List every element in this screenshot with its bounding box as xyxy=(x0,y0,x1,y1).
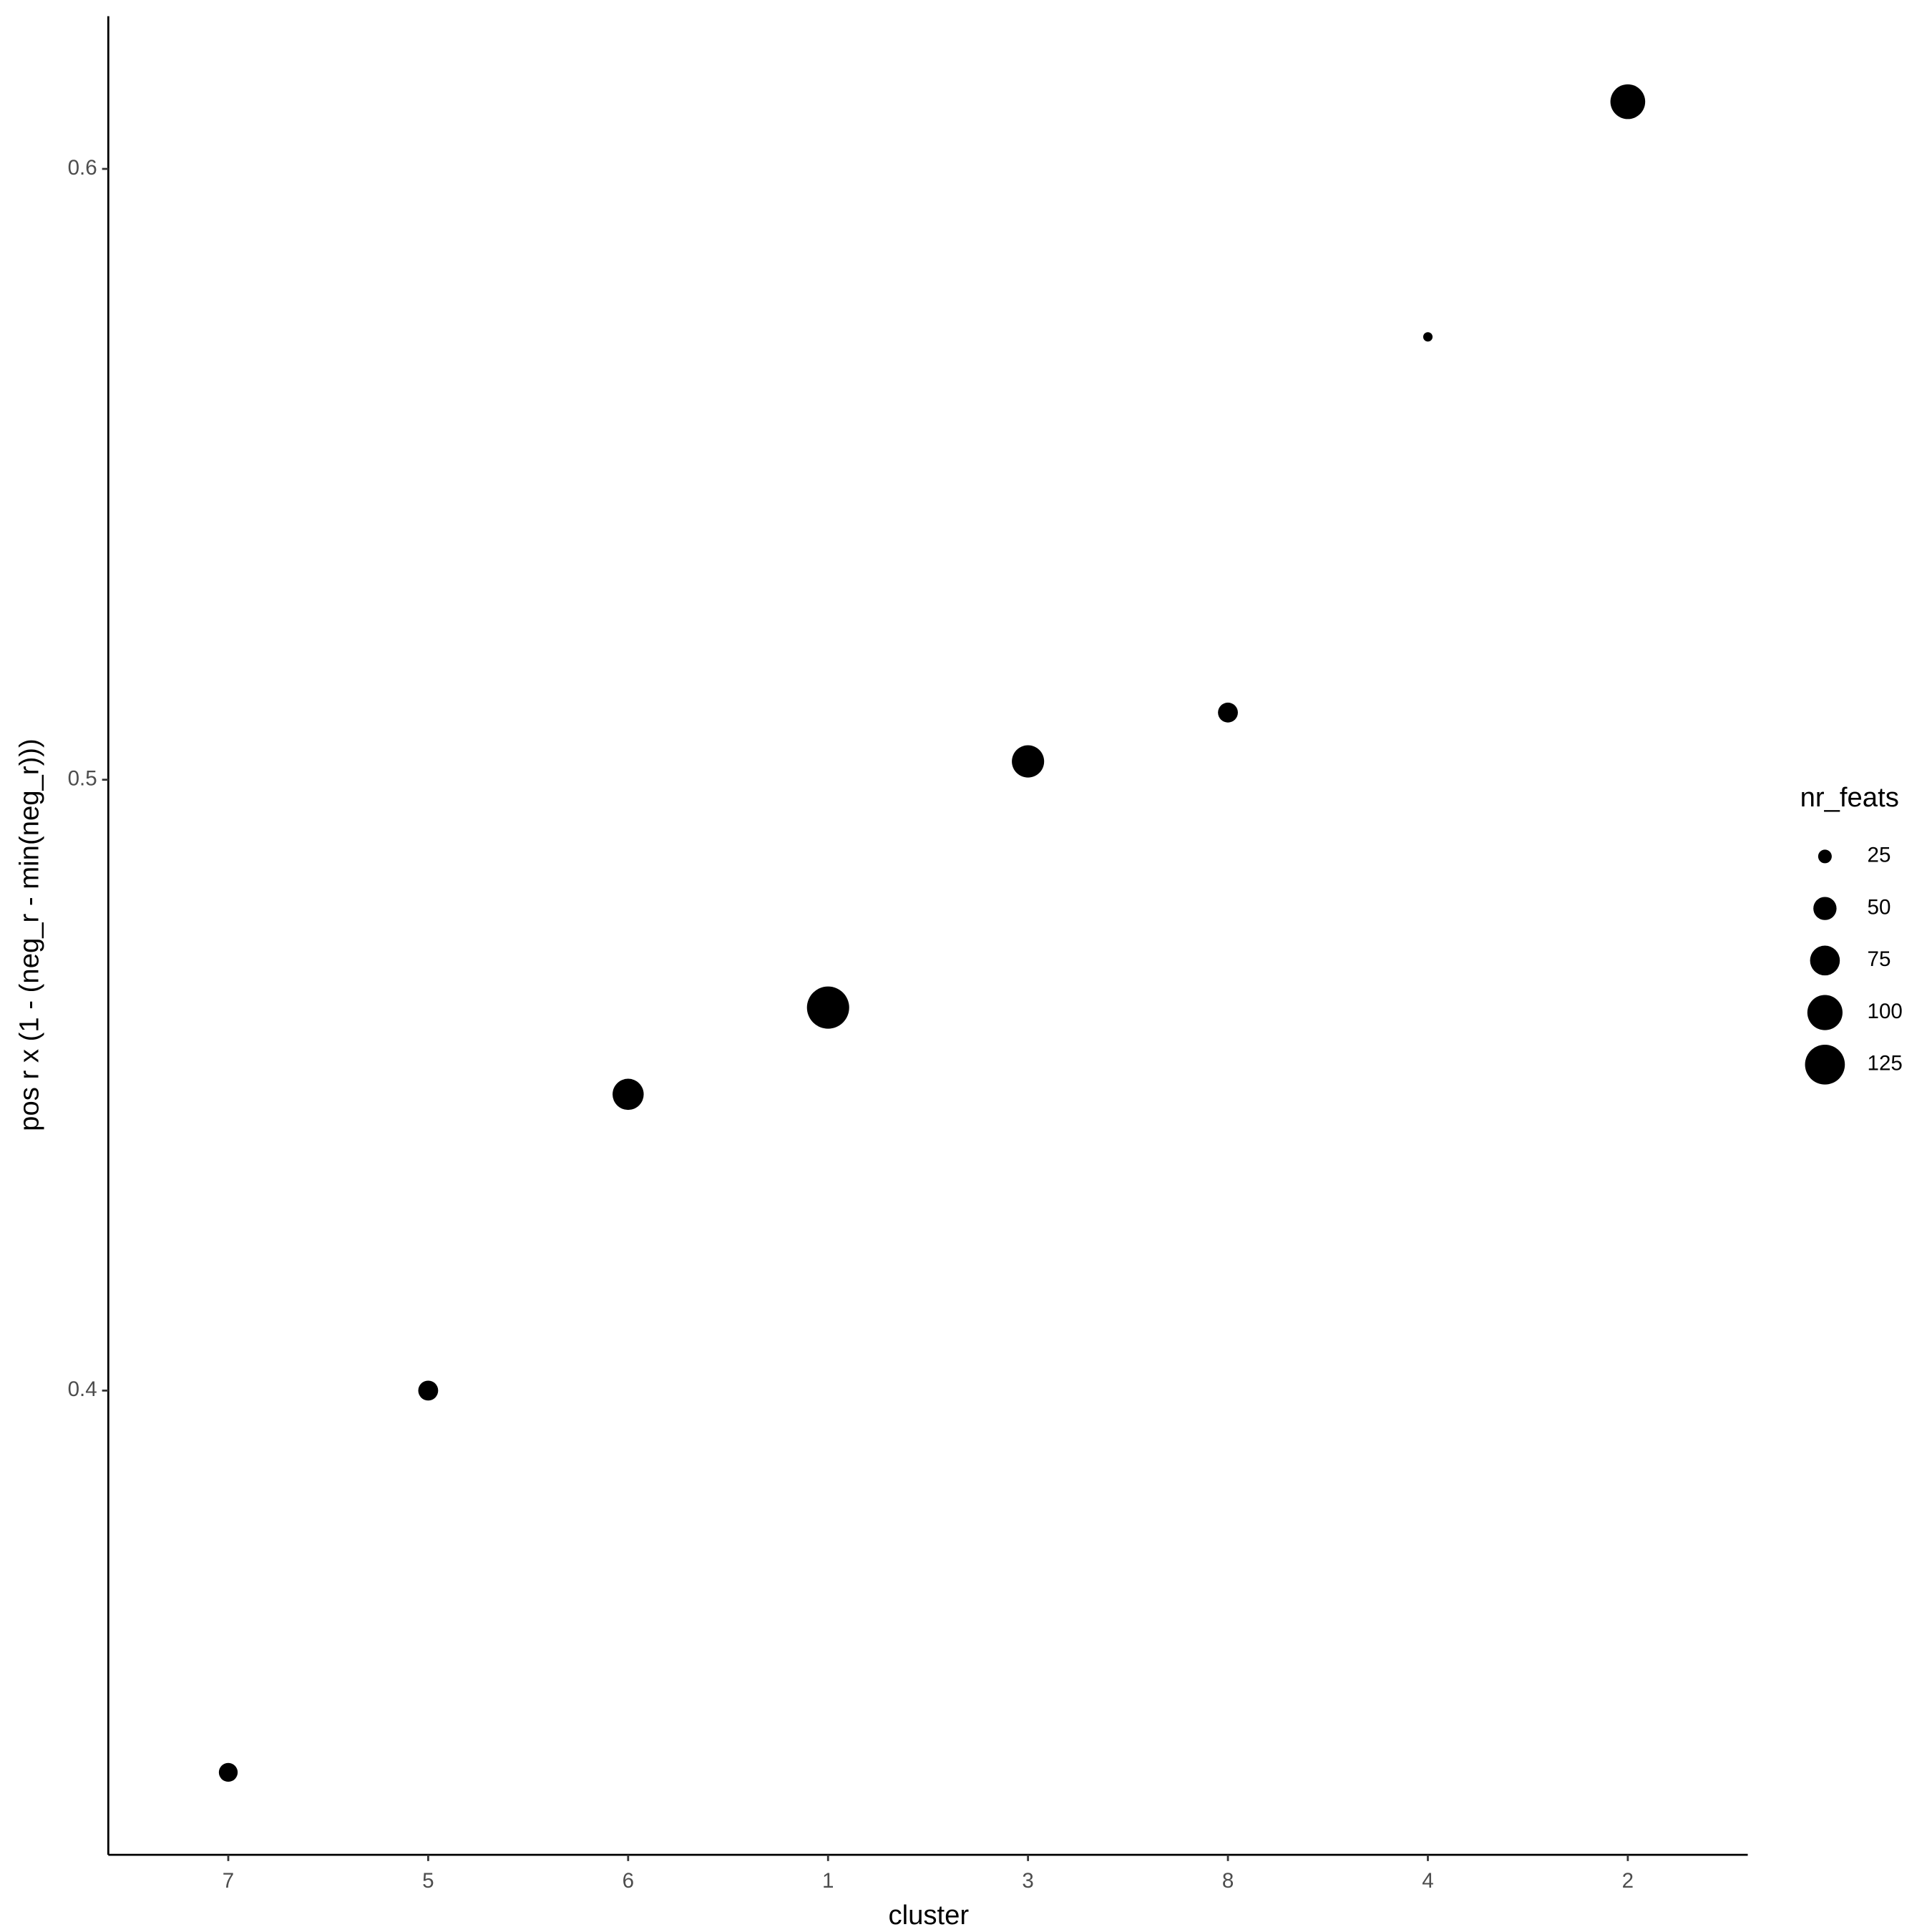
x-tick-label: 7 xyxy=(223,1869,234,1893)
legend-key xyxy=(1818,849,1832,864)
legend-key xyxy=(1807,995,1843,1030)
point xyxy=(806,986,849,1029)
point xyxy=(1423,332,1433,342)
legend-label: 25 xyxy=(1868,844,1891,867)
legend-key xyxy=(1810,945,1840,976)
y-tick-label: 0.4 xyxy=(68,1377,97,1401)
point xyxy=(1610,84,1646,119)
x-tick-label: 2 xyxy=(1622,1869,1634,1893)
x-tick-label: 5 xyxy=(422,1869,434,1893)
x-tick-label: 3 xyxy=(1022,1869,1033,1893)
x-tick-label: 4 xyxy=(1422,1869,1433,1893)
legend-label: 75 xyxy=(1868,947,1891,971)
y-axis-title: pos r x (1 - (neg_r - min(neg_r))) xyxy=(14,738,45,1131)
point xyxy=(218,1762,238,1782)
legend-key xyxy=(1813,897,1837,920)
legend-title: nr_feats xyxy=(1800,782,1899,813)
point xyxy=(418,1380,439,1401)
point xyxy=(1012,745,1045,778)
x-tick-label: 1 xyxy=(822,1869,834,1893)
x-tick-label: 6 xyxy=(623,1869,634,1893)
legend-label: 50 xyxy=(1868,895,1891,919)
legend-key xyxy=(1805,1044,1845,1085)
point xyxy=(1218,702,1238,723)
y-tick-label: 0.6 xyxy=(68,156,97,180)
point xyxy=(613,1078,644,1111)
legend-label: 125 xyxy=(1868,1052,1903,1075)
x-axis-title: cluster xyxy=(888,1900,969,1931)
legend-label: 100 xyxy=(1868,1000,1903,1023)
y-tick-label: 0.5 xyxy=(68,767,97,791)
x-tick-label: 8 xyxy=(1222,1869,1234,1893)
